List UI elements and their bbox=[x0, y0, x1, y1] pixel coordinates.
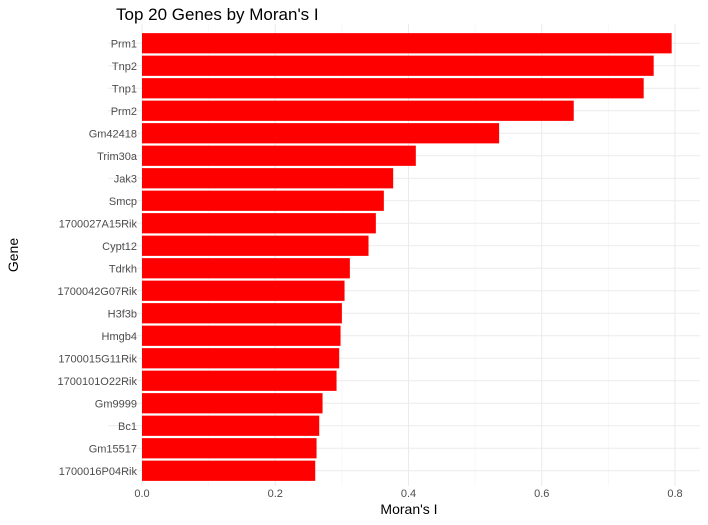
y-tick-label: Jak3 bbox=[114, 173, 137, 185]
y-tick-label: 1700016P04Rik bbox=[59, 466, 138, 478]
bar bbox=[142, 325, 341, 346]
x-tick-labels: 0.0 0.2 0.4 0.6 0.8 bbox=[134, 488, 682, 500]
bar bbox=[142, 55, 654, 76]
bar bbox=[142, 370, 337, 391]
bar bbox=[142, 258, 350, 279]
y-tick-label: 1700027A15Rik bbox=[59, 218, 138, 230]
y-tick-label: Prm1 bbox=[111, 38, 137, 50]
x-axis-title: Moran's I bbox=[380, 501, 437, 517]
y-tick-label: Prm2 bbox=[111, 106, 137, 118]
y-axis-title: Gene bbox=[5, 238, 21, 272]
y-tick-label: 1700101O22Rik bbox=[57, 376, 137, 388]
y-tick-label: Gm9999 bbox=[95, 398, 137, 410]
bar bbox=[142, 190, 384, 211]
x-tick-label: 0.2 bbox=[268, 488, 283, 500]
bar bbox=[142, 393, 323, 414]
y-tick-label: Hmgb4 bbox=[102, 331, 137, 343]
y-tick-label: Gm15517 bbox=[89, 443, 137, 455]
bar bbox=[142, 145, 416, 166]
bar bbox=[142, 348, 340, 369]
bar bbox=[142, 235, 369, 256]
bar bbox=[142, 415, 320, 436]
x-tick-label: 0.6 bbox=[534, 488, 549, 500]
y-tick-label: Cypt12 bbox=[102, 241, 137, 253]
x-tick-label: 0.4 bbox=[401, 488, 416, 500]
y-tick-label: Tnp1 bbox=[112, 83, 137, 95]
x-tick-label: 0.8 bbox=[667, 488, 682, 500]
bar bbox=[142, 168, 394, 189]
bar bbox=[142, 460, 316, 481]
bar bbox=[142, 280, 345, 301]
x-tick-label: 0.0 bbox=[134, 488, 149, 500]
bar bbox=[142, 438, 317, 459]
bar bbox=[142, 123, 500, 144]
y-tick-label: 1700042G07Rik bbox=[57, 286, 137, 298]
bar bbox=[142, 78, 644, 99]
y-tick-labels: Prm1 Tnp2 Tnp1 Prm2 Gm42418 Trim30a Jak3 Smcp 17… bbox=[57, 38, 137, 478]
bar bbox=[142, 33, 672, 54]
bar bbox=[142, 303, 342, 324]
y-tick-label: Gm42418 bbox=[89, 128, 137, 140]
y-tick-label: Smcp bbox=[109, 196, 137, 208]
y-tick-label: Tnp2 bbox=[112, 61, 137, 73]
y-tick-label: Trim30a bbox=[97, 151, 138, 163]
chart-title: Top 20 Genes by Moran's I bbox=[116, 5, 319, 24]
y-tick-label: Tdrkh bbox=[109, 263, 137, 275]
bar bbox=[142, 213, 376, 234]
bar bbox=[142, 100, 574, 121]
y-tick-label: H3f3b bbox=[108, 308, 137, 320]
y-tick-label: Bc1 bbox=[118, 421, 137, 433]
y-tick-label: 1700015G11Rik bbox=[58, 353, 137, 365]
bars bbox=[142, 33, 672, 481]
